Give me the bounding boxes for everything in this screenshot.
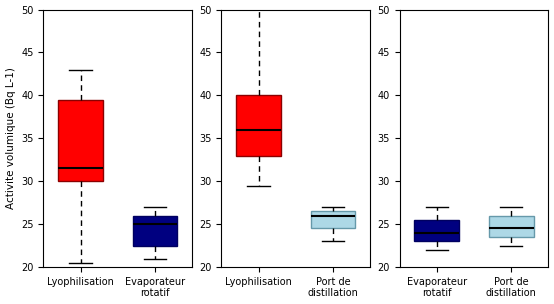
PathPatch shape bbox=[489, 216, 534, 237]
PathPatch shape bbox=[311, 211, 356, 229]
Y-axis label: Activite volumique (Bq L-1): Activite volumique (Bq L-1) bbox=[6, 67, 16, 209]
PathPatch shape bbox=[58, 100, 103, 181]
PathPatch shape bbox=[414, 220, 459, 241]
PathPatch shape bbox=[237, 95, 281, 156]
PathPatch shape bbox=[133, 216, 177, 246]
